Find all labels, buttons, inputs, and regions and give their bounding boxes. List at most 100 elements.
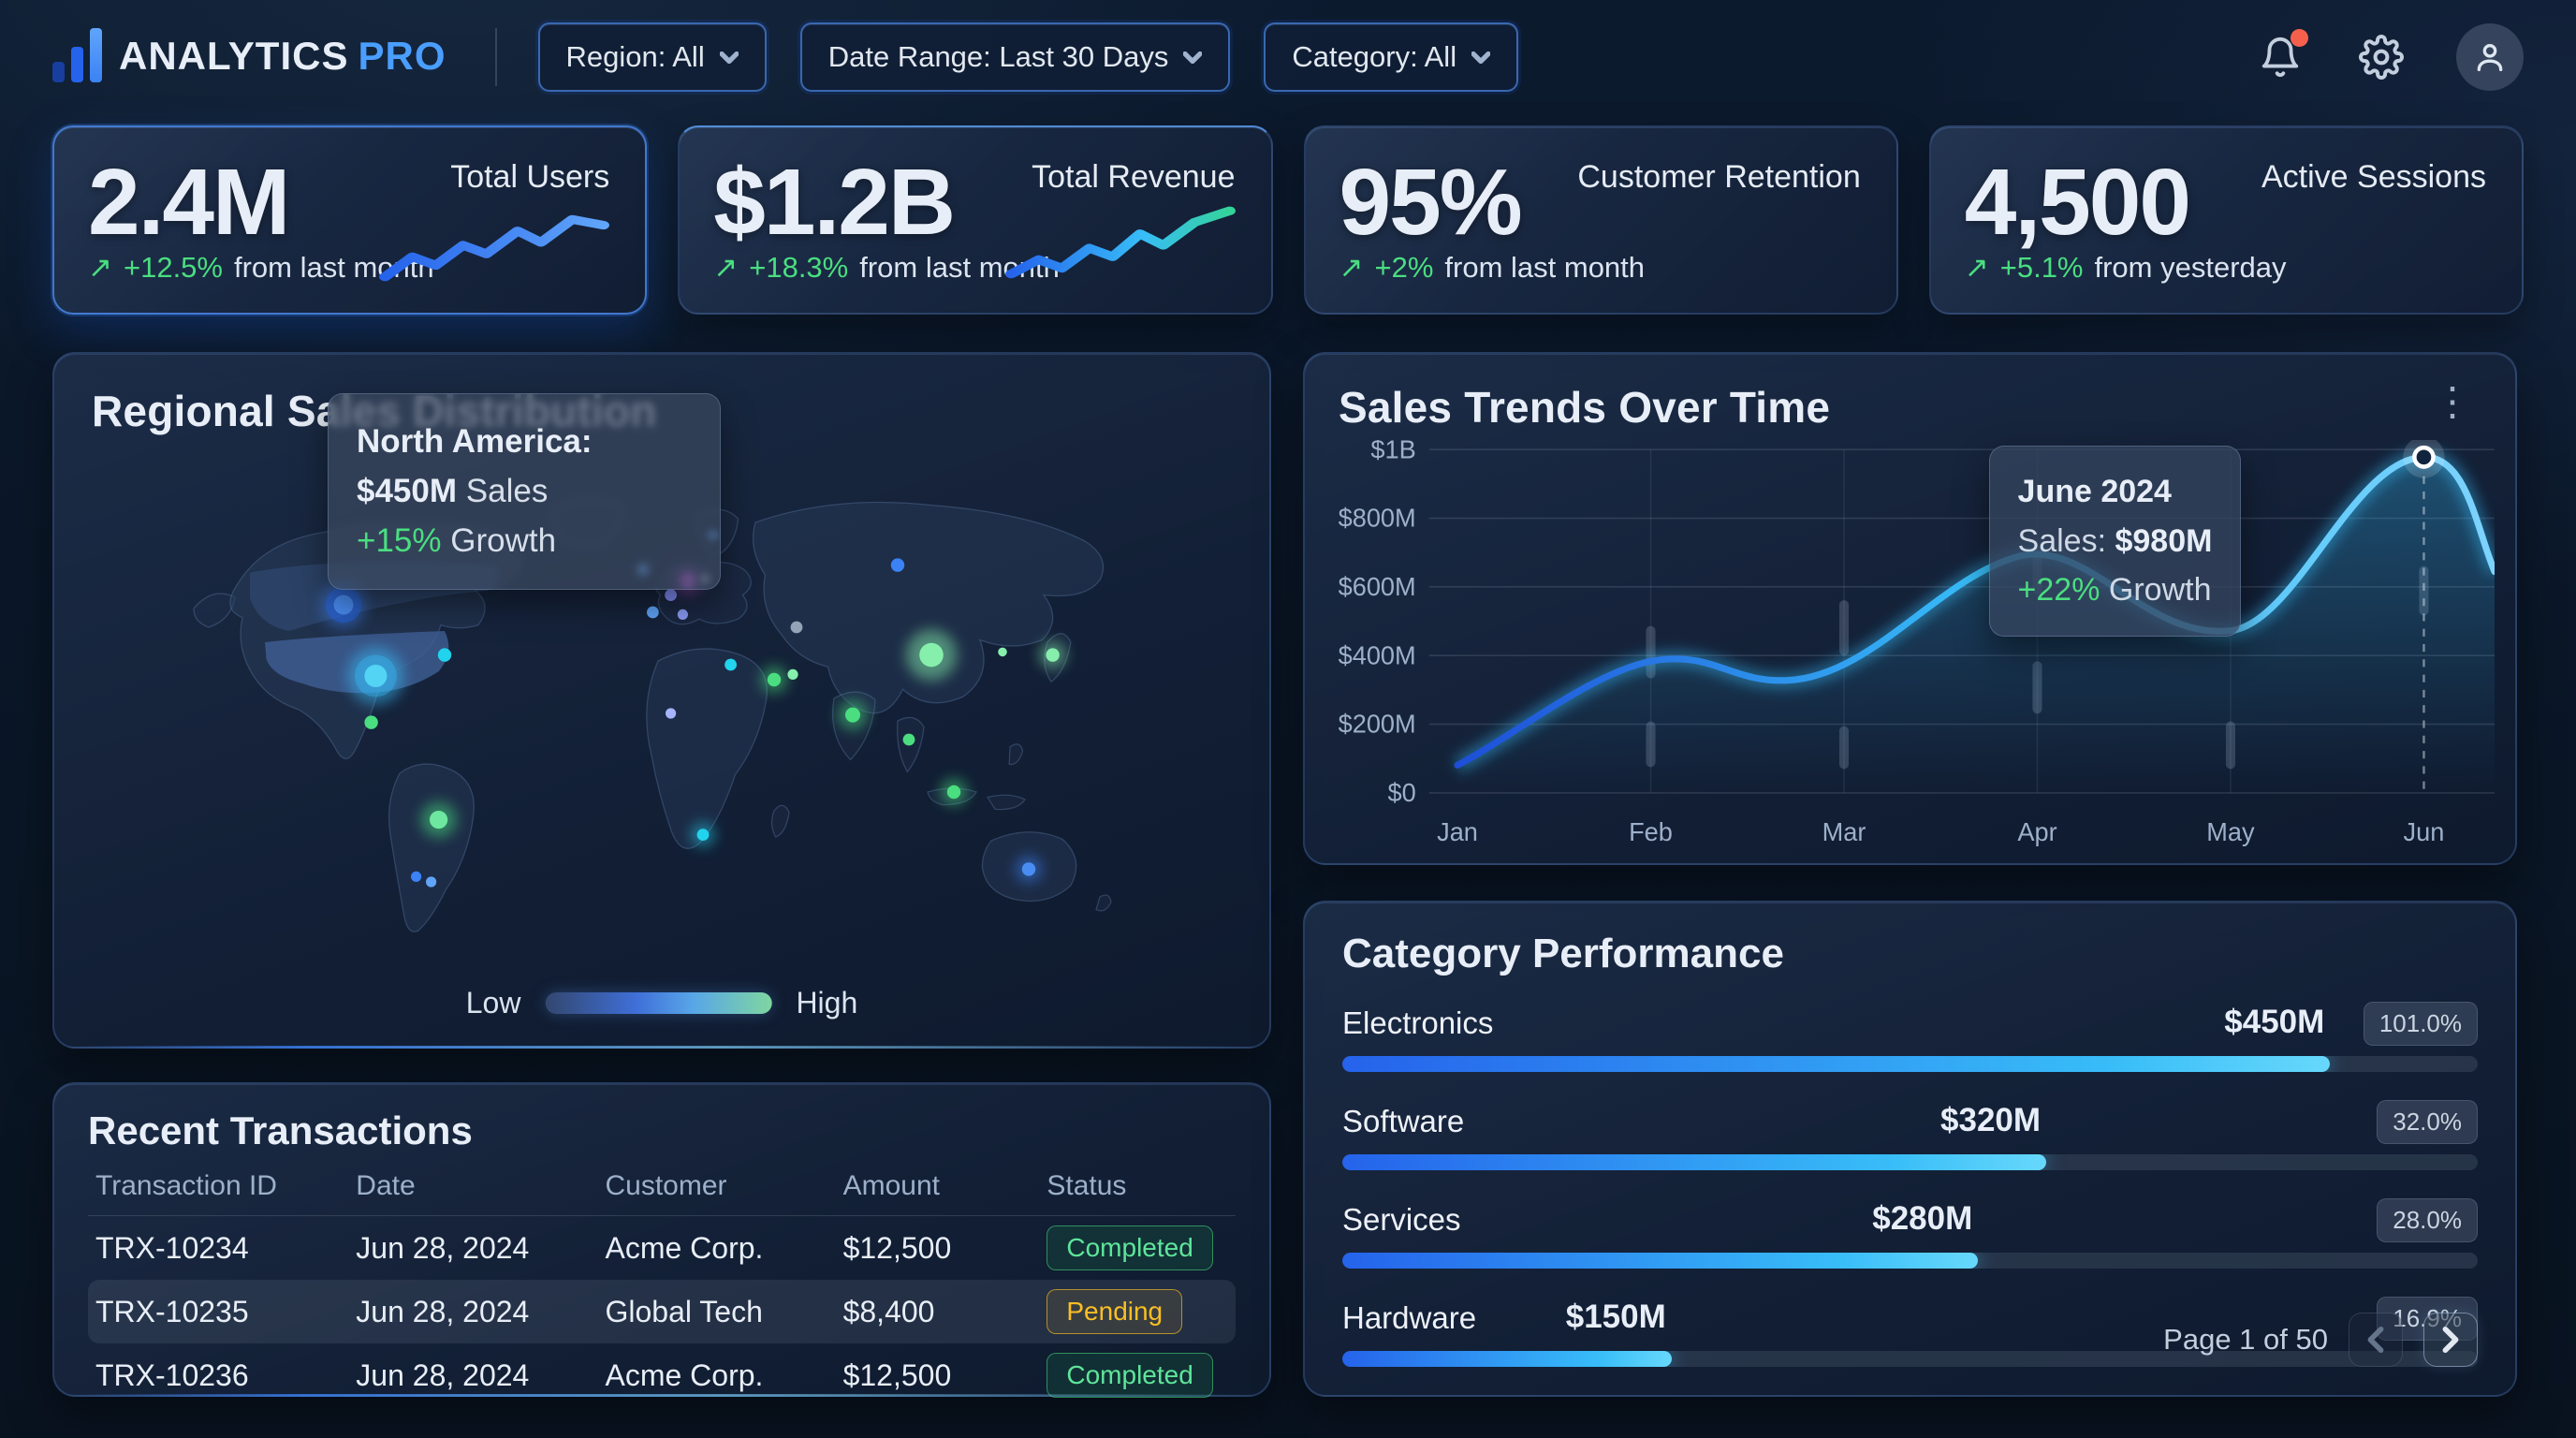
progress-track <box>1342 1056 2478 1072</box>
col-transaction-id: Transaction ID <box>95 1170 277 1201</box>
y-tick: $0 <box>1387 778 1415 807</box>
kpi-value: 95% <box>1339 150 1523 255</box>
header-actions <box>2254 23 2524 91</box>
cell-amount: $12,500 <box>842 1230 952 1265</box>
chevron-down-icon <box>719 51 739 64</box>
cell-customer: Acme Corp. <box>605 1230 764 1265</box>
date-range-filter-dropdown[interactable]: Date Range: Last 30 Days <box>799 22 1231 92</box>
y-tick: $200M <box>1339 710 1416 739</box>
category-row-software: Software $320M 32.0% <box>1342 1100 2478 1170</box>
sparkline-chart <box>379 214 610 282</box>
kpi-value: 2.4M <box>88 150 290 255</box>
category-percent-badge: 101.0% <box>2363 1002 2478 1046</box>
status-badge: Pending <box>1046 1289 1183 1334</box>
trend-up-arrow-icon: ↗ <box>1339 251 1364 284</box>
kpi-cards-row: 2.4M Total Users ↗ +12.5% from last mont… <box>52 125 2524 315</box>
trend-up-arrow-icon: ↗ <box>1964 251 1989 284</box>
settings-button[interactable] <box>2355 31 2408 83</box>
chevron-down-icon <box>1183 51 1203 64</box>
progress-fill <box>1342 1253 1979 1269</box>
map-tooltip-region: North America: <box>357 423 593 460</box>
table-row[interactable]: TRX-10235 Jun 28, 2024 Global Tech $8,40… <box>88 1280 1236 1343</box>
chevron-right-icon <box>2442 1326 2459 1354</box>
category-value: $320M <box>1940 1102 2042 1138</box>
y-tick: $400M <box>1339 640 1416 669</box>
chevron-down-icon <box>1471 51 1491 64</box>
progress-fill <box>1342 1351 1672 1367</box>
cell-transaction-id: TRX-10235 <box>95 1294 249 1328</box>
x-tick: Mar <box>1822 817 1866 846</box>
kpi-delta-suffix: from yesterday <box>2094 251 2287 284</box>
kpi-card-customer-retention[interactable]: 95% Customer Retention ↗ +2% from last m… <box>1303 125 1898 315</box>
header-divider <box>494 28 497 86</box>
category-value: $280M <box>1872 1200 1973 1237</box>
category-filter-dropdown[interactable]: Category: All <box>1264 22 1519 92</box>
next-page-button[interactable] <box>2423 1313 2478 1367</box>
category-filter-label: Category: All <box>1292 40 1457 73</box>
bell-icon <box>2261 37 2299 77</box>
cell-date: Jun 28, 2024 <box>356 1357 530 1392</box>
map-tooltip-sales-label: Sales <box>465 473 549 510</box>
kpi-card-total-revenue[interactable]: $1.2B Total Revenue ↗ +18.3% from last m… <box>678 125 1273 315</box>
previous-page-button[interactable] <box>2349 1313 2403 1367</box>
regional-sales-panel: Regional Sales Distribution <box>52 352 1271 1049</box>
kpi-value: $1.2B <box>713 150 956 255</box>
y-tick: $800M <box>1339 504 1416 533</box>
x-tick: Jun <box>2404 817 2445 846</box>
kpi-card-total-users[interactable]: 2.4M Total Users ↗ +12.5% from last mont… <box>52 125 648 315</box>
cell-transaction-id: TRX-10234 <box>95 1230 249 1265</box>
trend-up-arrow-icon: ↗ <box>88 251 112 284</box>
user-avatar[interactable] <box>2456 23 2524 91</box>
cell-customer: Acme Corp. <box>605 1357 764 1392</box>
sparkline-chart <box>1004 206 1236 279</box>
cell-date: Jun 28, 2024 <box>356 1294 530 1328</box>
x-tick: Jan <box>1437 817 1478 846</box>
region-filter-label: Region: All <box>565 40 705 73</box>
category-label: Hardware <box>1342 1300 1477 1335</box>
legend-high-label: High <box>796 986 858 1020</box>
table-row[interactable]: TRX-10236 Jun 28, 2024 Acme Corp. $12,50… <box>88 1343 1236 1407</box>
category-percent-badge: 32.0% <box>2377 1100 2478 1144</box>
gear-icon <box>2359 35 2404 80</box>
category-label: Electronics <box>1342 1005 1494 1040</box>
category-value: $450M <box>2224 1004 2325 1040</box>
kpi-delta-value: +12.5% <box>123 251 223 284</box>
sales-line-chart: $1B $800M $600M $400M $200M $0 Jan Feb M… <box>1325 434 2502 850</box>
x-tick: Apr <box>2017 817 2056 846</box>
region-filter-dropdown[interactable]: Region: All <box>537 22 767 92</box>
category-label: Software <box>1342 1104 1465 1138</box>
chart-tooltip-growth-label: Growth <box>2108 572 2212 609</box>
category-row-hardware: Hardware $150M 16.9% <box>1342 1297 2478 1367</box>
cell-date: Jun 28, 2024 <box>356 1230 530 1265</box>
brand-name: ANALYTICS PRO <box>119 34 446 86</box>
kpi-delta: ↗ +2% from last month <box>1339 251 1646 285</box>
panel-menu-button[interactable]: ⋮ <box>2433 379 2472 423</box>
category-performance-title: Category Performance <box>1342 931 1784 976</box>
progress-track <box>1342 1351 2478 1367</box>
table-row[interactable]: TRX-10234 Jun 28, 2024 Acme Corp. $12,50… <box>88 1216 1236 1280</box>
x-tick: May <box>2206 817 2255 846</box>
col-date: Date <box>356 1170 416 1201</box>
cell-amount: $12,500 <box>842 1357 952 1392</box>
chart-tooltip-sales-label: Sales: <box>2017 522 2107 559</box>
kpi-card-active-sessions[interactable]: 4,500 Active Sessions ↗ +5.1% from yeste… <box>1928 125 2524 315</box>
kpi-label: Customer Retention <box>1577 159 1861 195</box>
category-percent-badge: 28.0% <box>2377 1198 2478 1242</box>
brand-name-suffix: PRO <box>358 34 446 78</box>
kpi-delta-value: +5.1% <box>1999 251 2084 284</box>
status-badge: Completed <box>1046 1225 1213 1270</box>
x-tick: Feb <box>1629 817 1673 846</box>
top-bar: ANALYTICS PRO Region: All Date Range: Las… <box>0 0 2576 114</box>
pagination-label: Page 1 of 50 <box>2163 1323 2328 1356</box>
category-performance-panel: Category Performance Electronics $450M 1… <box>1303 901 2517 1397</box>
progress-track <box>1342 1154 2478 1170</box>
chart-tooltip-date: June 2024 <box>2017 474 2172 509</box>
map-tooltip-growth-value: +15% <box>357 522 442 560</box>
notifications-button[interactable] <box>2254 29 2308 83</box>
status-badge: Completed <box>1046 1353 1213 1398</box>
kpi-delta-value: +2% <box>1374 251 1434 284</box>
sales-trends-title: Sales Trends Over Time <box>1339 383 1831 432</box>
category-label: Services <box>1342 1202 1461 1237</box>
col-amount: Amount <box>842 1170 940 1201</box>
